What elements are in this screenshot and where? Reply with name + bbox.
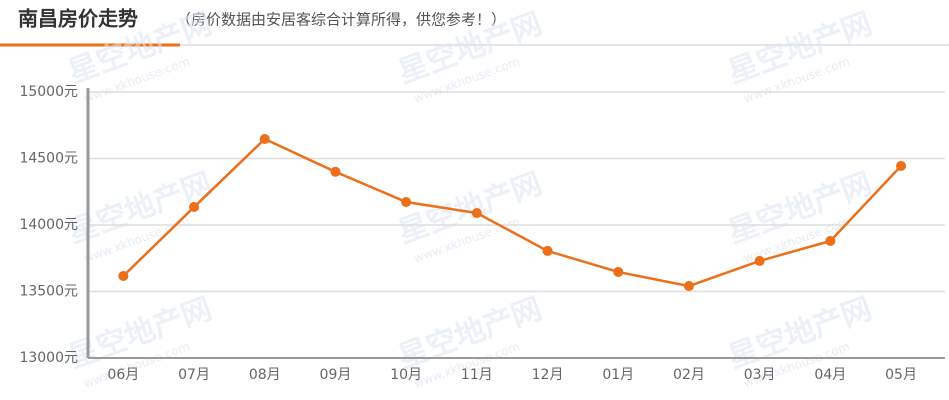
y-tick-label: 14500元 [19,151,78,167]
y-tick-label: 15000元 [19,84,78,100]
point [683,281,694,292]
y-tick-label: 14000元 [19,217,78,233]
x-tick-label: 05月 [885,367,917,383]
point [259,133,270,144]
point [118,270,129,281]
y-tick-label: 13000元 [19,350,78,366]
line [122,137,902,288]
chart-subtitle: （房价数据由安居客综合计算所得，供您参考！） [176,11,506,29]
point [613,266,624,277]
chart-title: 南昌房价走势 [18,7,138,31]
x-tick-label: 06月 [107,367,139,383]
x-tick-label: 12月 [532,367,564,383]
point [896,160,907,171]
point [471,208,482,219]
x-tick-label: 04月 [814,367,846,383]
x-tick-label: 11月 [461,367,493,383]
plot: 13000元 13500元 14000元 14500元 15000元 06月 07月 08月 0… [19,84,945,383]
x-tick-label: 03月 [744,367,776,383]
point [330,166,341,177]
x-tick-label: 07月 [178,367,210,383]
point [401,196,412,207]
x-tick-label: 10月 [390,367,422,383]
x-tick-label: 08月 [249,367,281,383]
x-tick-label: 01月 [602,367,634,383]
point [825,235,836,246]
point [754,255,765,266]
point [189,202,200,213]
x-tick-label: 09月 [320,367,352,383]
point [542,245,553,256]
x-tick-label: 02月 [673,367,705,383]
y-tick-label: 13500元 [19,284,78,300]
